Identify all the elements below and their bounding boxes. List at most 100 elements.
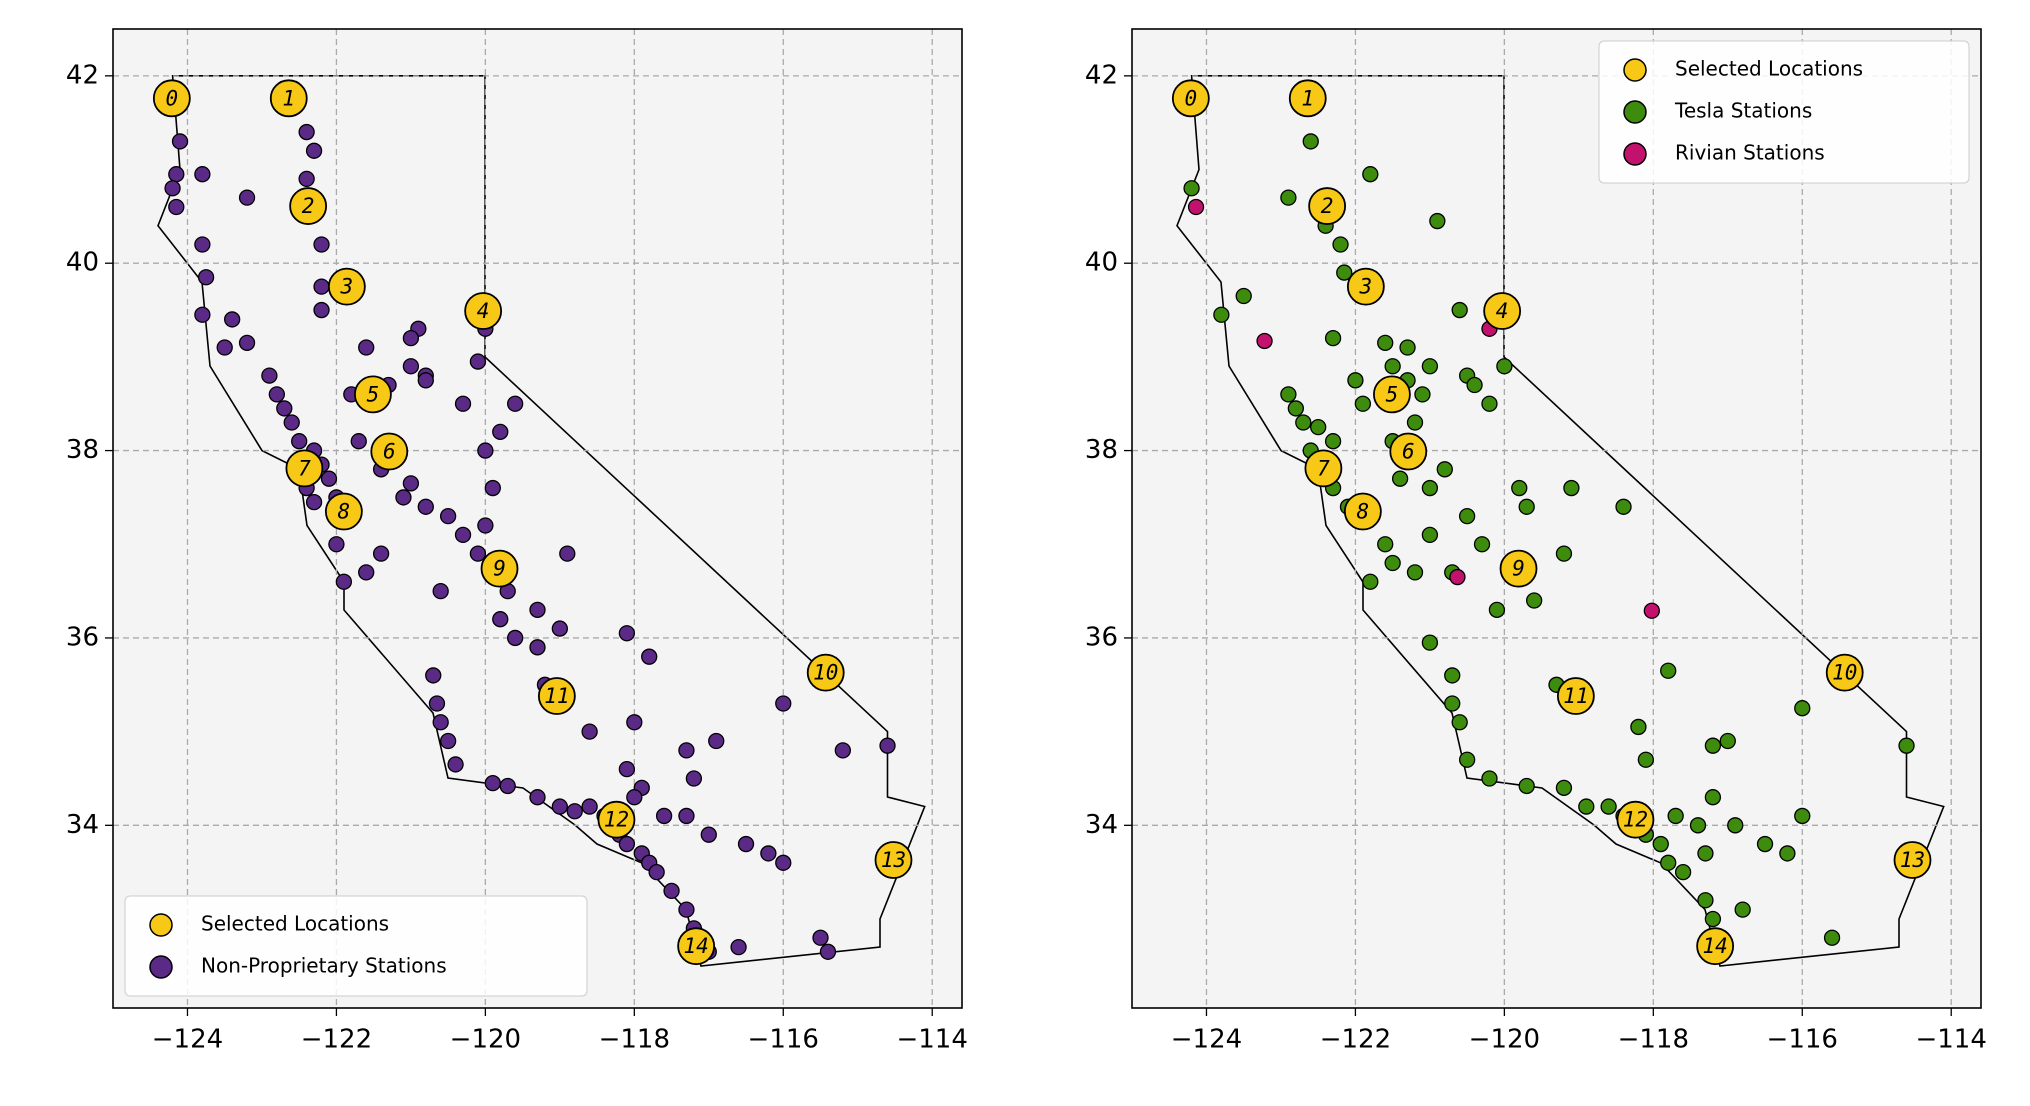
location-label: 13 bbox=[1900, 848, 1925, 872]
station-point bbox=[1779, 845, 1796, 862]
station-point bbox=[1473, 536, 1491, 553]
station-point bbox=[551, 620, 568, 637]
selected-location bbox=[1171, 79, 1210, 118]
axes-frame bbox=[112, 28, 963, 1009]
station-point bbox=[194, 166, 211, 183]
station-point bbox=[559, 545, 576, 562]
x-tick-label: −118 bbox=[1618, 1025, 1689, 1055]
x-tick-label: −120 bbox=[450, 1025, 521, 1055]
station-point bbox=[648, 864, 665, 881]
station-point bbox=[655, 807, 673, 825]
station-point bbox=[1674, 864, 1692, 881]
location-label: 6 bbox=[383, 440, 396, 464]
station-point bbox=[1563, 479, 1580, 497]
location-label: 6 bbox=[1402, 440, 1415, 464]
station-point bbox=[283, 414, 300, 431]
x-tick-label: −122 bbox=[1320, 1025, 1391, 1055]
y-tick-label: 36 bbox=[66, 622, 99, 652]
x-tick-label: −116 bbox=[748, 1025, 819, 1055]
station-point bbox=[238, 189, 256, 206]
station-point bbox=[1429, 212, 1446, 230]
x-tick-label: −124 bbox=[1171, 1025, 1242, 1055]
station-point bbox=[1421, 358, 1439, 375]
y-tick-label: 42 bbox=[1085, 60, 1118, 90]
station-point bbox=[298, 123, 315, 141]
location-label: 8 bbox=[1357, 499, 1370, 523]
station-point bbox=[313, 278, 330, 295]
station-point bbox=[760, 845, 777, 862]
station-point bbox=[1421, 634, 1439, 651]
station-point bbox=[678, 742, 695, 759]
station-point bbox=[1704, 737, 1722, 754]
station-point bbox=[1704, 789, 1722, 806]
station-point bbox=[1436, 461, 1453, 478]
station-point bbox=[663, 882, 680, 900]
selected-location bbox=[806, 653, 845, 692]
station-point bbox=[1458, 508, 1476, 525]
location-label: 10 bbox=[1832, 661, 1857, 685]
station-point bbox=[477, 517, 494, 534]
legend-label: Non-Proprietary Stations bbox=[201, 954, 447, 978]
station-point bbox=[402, 475, 420, 492]
station-point bbox=[529, 639, 546, 656]
station-point bbox=[276, 400, 293, 417]
location-label: 12 bbox=[604, 808, 629, 832]
station-point bbox=[358, 339, 375, 356]
station-point bbox=[812, 929, 829, 946]
station-point bbox=[484, 775, 501, 792]
selected-location bbox=[289, 187, 328, 225]
station-point bbox=[313, 301, 330, 319]
location-label: 14 bbox=[1702, 934, 1727, 958]
station-point bbox=[1377, 536, 1394, 553]
selected-location bbox=[1373, 375, 1411, 414]
station-point bbox=[1898, 737, 1915, 754]
station-point bbox=[1336, 264, 1353, 281]
legend-marker bbox=[1623, 100, 1647, 124]
selected-location bbox=[677, 927, 716, 966]
selected-location bbox=[1308, 187, 1347, 225]
location-label: 4 bbox=[477, 299, 490, 323]
station-point bbox=[618, 760, 636, 778]
station-point bbox=[1354, 395, 1372, 412]
station-point bbox=[298, 170, 315, 188]
station-point bbox=[641, 648, 658, 665]
station-point bbox=[1643, 602, 1660, 619]
legend-label: Rivian Stations bbox=[1675, 141, 1825, 165]
station-point bbox=[1187, 198, 1205, 216]
location-label: 3 bbox=[1359, 275, 1373, 299]
station-point bbox=[402, 330, 420, 347]
selected-location bbox=[1389, 432, 1428, 471]
station-point bbox=[1704, 910, 1722, 928]
station-point bbox=[305, 142, 323, 159]
station-point bbox=[1518, 777, 1535, 795]
y-tick-label: 38 bbox=[1085, 435, 1118, 465]
station-point bbox=[1280, 189, 1297, 206]
station-point bbox=[1518, 498, 1535, 515]
location-label: 11 bbox=[544, 684, 569, 708]
selected-location bbox=[464, 292, 503, 330]
legend-marker bbox=[1623, 58, 1647, 82]
station-point bbox=[224, 311, 241, 328]
station-point bbox=[1615, 498, 1632, 515]
location-label: 1 bbox=[1301, 86, 1314, 110]
location-label: 7 bbox=[1317, 456, 1330, 480]
station-point bbox=[834, 742, 851, 759]
station-point bbox=[1324, 433, 1342, 450]
x-tick-label: −122 bbox=[301, 1025, 372, 1055]
station-point bbox=[507, 395, 524, 412]
station-point bbox=[428, 695, 446, 712]
selected-location bbox=[1288, 79, 1327, 118]
location-label: 9 bbox=[493, 557, 506, 581]
station-point bbox=[1511, 479, 1528, 497]
station-point bbox=[484, 479, 501, 497]
station-point bbox=[1324, 330, 1342, 347]
station-point bbox=[499, 777, 516, 795]
station-point bbox=[1332, 236, 1349, 253]
station-point bbox=[492, 611, 509, 628]
selected-location bbox=[1556, 677, 1595, 715]
station-point bbox=[1697, 845, 1714, 862]
station-point bbox=[1719, 732, 1736, 750]
x-tick-label: −124 bbox=[152, 1025, 223, 1055]
location-label: 9 bbox=[1512, 557, 1525, 581]
